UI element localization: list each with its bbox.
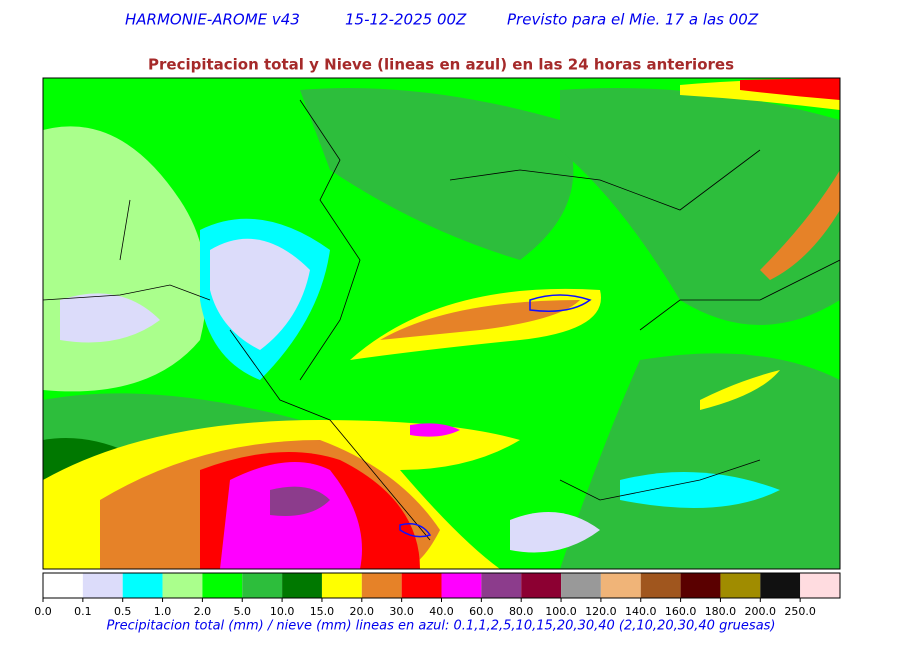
colorbar-swatch xyxy=(640,573,681,598)
colorbar-swatch xyxy=(680,573,721,598)
colorbar-swatch xyxy=(800,573,840,598)
colorbar-label: 15.0 xyxy=(310,605,335,618)
colorbar-swatch xyxy=(760,573,801,598)
colorbar-swatch xyxy=(321,573,362,598)
model-title: HARMONIE-AROME v43 xyxy=(125,11,300,29)
colorbar-label: 200.0 xyxy=(745,605,777,618)
colorbar-label: 120.0 xyxy=(585,605,617,618)
colorbar-swatch xyxy=(521,573,562,598)
forecast-title: Previsto para el Mie. 17 a las 00Z xyxy=(507,11,759,29)
precip-map xyxy=(43,78,840,569)
colorbar-swatch xyxy=(720,573,761,598)
colorbar-swatch xyxy=(82,573,123,598)
colorbar-swatch xyxy=(600,573,641,598)
colorbar-label: 180.0 xyxy=(705,605,737,618)
colorbar-swatch xyxy=(441,573,482,598)
colorbar-label: 0.1 xyxy=(74,605,92,618)
colorbar-label: 10.0 xyxy=(270,605,295,618)
colorbar-label: 0.0 xyxy=(34,605,52,618)
subtitle: Precipitacion total y Nieve (lineas en a… xyxy=(148,56,734,74)
colorbar-swatch xyxy=(242,573,283,598)
colorbar-swatch xyxy=(43,573,83,598)
colorbar-label: 250.0 xyxy=(784,605,816,618)
colorbar-swatch xyxy=(202,573,243,598)
caption: Precipitacion total (mm) / nieve (mm) li… xyxy=(106,619,775,634)
colorbar-label: 0.5 xyxy=(114,605,132,618)
colorbar-label: 2.0 xyxy=(194,605,212,618)
colorbar-label: 100.0 xyxy=(545,605,577,618)
colorbar-label: 30.0 xyxy=(389,605,414,618)
colorbar-label: 140.0 xyxy=(625,605,657,618)
colorbar: 0.0 0.1 0.5 1.0 2.0 5.0 10.0 15.0 20.0 30.0 40.0 60… xyxy=(34,573,840,618)
colorbar-label: 20.0 xyxy=(350,605,375,618)
colorbar-label: 60.0 xyxy=(469,605,494,618)
colorbar-label: 1.0 xyxy=(154,605,172,618)
map-frame xyxy=(42,77,841,570)
colorbar-swatch xyxy=(122,573,163,598)
colorbar-swatch xyxy=(481,573,522,598)
colorbar-swatch xyxy=(162,573,203,598)
colorbar-label: 40.0 xyxy=(429,605,454,618)
colorbar-swatch xyxy=(361,573,402,598)
colorbar-swatch xyxy=(282,573,322,598)
colorbar-label: 160.0 xyxy=(665,605,697,618)
colorbar-label: 5.0 xyxy=(234,605,252,618)
run-title: 15-12-2025 00Z xyxy=(345,11,467,29)
colorbar-label: 80.0 xyxy=(509,605,534,618)
colorbar-swatch xyxy=(561,573,601,598)
colorbar-frame xyxy=(42,572,841,599)
colorbar-swatch xyxy=(401,573,442,598)
